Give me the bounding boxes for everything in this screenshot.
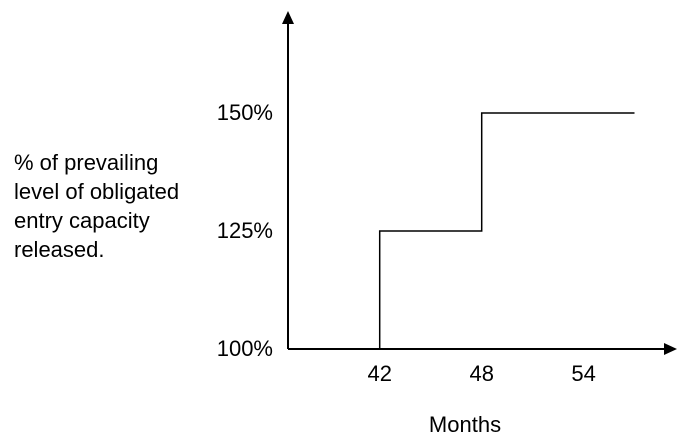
y-axis-title-line: entry capacity — [14, 208, 150, 233]
y-axis-arrowhead — [282, 11, 294, 24]
chart-axes — [282, 11, 677, 355]
y-axis-title-line: level of obligated — [14, 179, 180, 204]
x-tick-labels: 42 48 54 — [367, 361, 595, 386]
x-axis-title: Months — [429, 412, 501, 435]
y-axis-title-line: % of prevailing — [14, 150, 159, 175]
x-tick-label: 42 — [367, 361, 391, 386]
step-line-series — [378, 112, 635, 349]
y-tick-label: 150% — [217, 100, 273, 125]
y-tick-labels: 100% 125% 150% — [217, 100, 273, 361]
x-axis-arrowhead — [664, 343, 677, 355]
y-axis-title-line: released. — [14, 237, 105, 262]
x-tick-label: 48 — [469, 361, 493, 386]
y-axis-title: % of prevailing level of obligated entry… — [14, 148, 234, 264]
x-tick-label: 54 — [571, 361, 595, 386]
y-tick-label: 100% — [217, 336, 273, 361]
y-tick-label: 125% — [217, 218, 273, 243]
series-layer — [378, 112, 635, 349]
